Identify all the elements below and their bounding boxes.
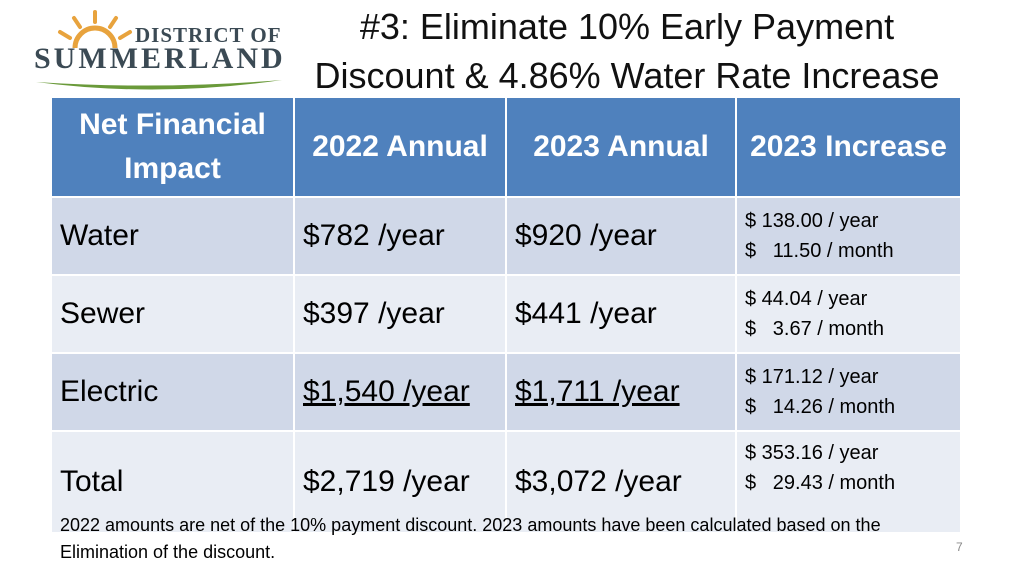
header-2023-annual: 2023 Annual xyxy=(507,98,737,198)
row-label: Water xyxy=(52,198,295,276)
increase-per-year: $ 353.16 / year xyxy=(745,442,879,464)
increase-cell: $ 138.00 / year $ 11.50 / month xyxy=(737,198,960,276)
logo-district-text: DISTRICT OF xyxy=(135,23,282,47)
value-2023: $3,072 /year xyxy=(507,432,737,534)
summerland-logo: DISTRICT OF SUMMERLAND xyxy=(30,6,288,94)
value-2022: $782 /year xyxy=(295,198,507,276)
value-2022-text: $1,540 /year xyxy=(303,375,470,408)
increase-cell: $ 171.12 / year $ 14.26 / month xyxy=(737,354,960,432)
row-label: Total xyxy=(52,432,295,534)
page-number: 7 xyxy=(956,540,963,554)
increase-per-year: $ 44.04 / year xyxy=(745,288,868,310)
increase-per-month: $ 29.43 / month xyxy=(745,472,896,494)
sun-icon xyxy=(58,10,132,49)
row-label: Sewer xyxy=(52,276,295,354)
header-2023-increase: 2023 Increase xyxy=(737,98,960,198)
impact-table: Net Financial Impact 2022 Annual 2023 An… xyxy=(52,98,960,534)
table-header-row: Net Financial Impact 2022 Annual 2023 An… xyxy=(52,98,960,198)
value-2023-text: $1,711 /year xyxy=(515,375,680,408)
value-2023: $1,711 /year xyxy=(507,354,737,432)
increase-per-year: $ 138.00 / year xyxy=(745,210,879,232)
value-2022: $2,719 /year xyxy=(295,432,507,534)
table-row-water: Water $782 /year $920 /year $ 138.00 / y… xyxy=(52,198,960,276)
slide-title: #3: Eliminate 10% Early Payment Discount… xyxy=(314,6,940,96)
table-row-sewer: Sewer $397 /year $441 /year $ 44.04 / ye… xyxy=(52,276,960,354)
increase-per-month: $ 3.67 / month xyxy=(745,318,884,340)
increase-per-year: $ 171.12 / year xyxy=(745,366,879,388)
value-2022: $397 /year xyxy=(295,276,507,354)
table-row-total: Total $2,719 /year $3,072 /year $ 353.16… xyxy=(52,432,960,534)
increase-per-month: $ 14.26 / month xyxy=(745,396,896,418)
value-2023: $441 /year xyxy=(507,276,737,354)
footnote: 2022 amounts are net of the 10% payment … xyxy=(60,515,881,562)
increase-cell: $ 44.04 / year $ 3.67 / month xyxy=(737,276,960,354)
leaf-swoosh-icon xyxy=(36,80,282,90)
value-2022: $1,540 /year xyxy=(295,354,507,432)
table-row-electric: Electric $1,540 /year $1,711 /year $ 171… xyxy=(52,354,960,432)
logo-summerland-text: SUMMERLAND xyxy=(34,42,286,75)
increase-per-month: $ 11.50 / month xyxy=(745,240,894,262)
header-net-financial-impact: Net Financial Impact xyxy=(52,98,295,198)
increase-cell: $ 353.16 / year $ 29.43 / month xyxy=(737,432,960,534)
value-2023: $920 /year xyxy=(507,198,737,276)
row-label: Electric xyxy=(52,354,295,432)
header-2022-annual: 2022 Annual xyxy=(295,98,507,198)
